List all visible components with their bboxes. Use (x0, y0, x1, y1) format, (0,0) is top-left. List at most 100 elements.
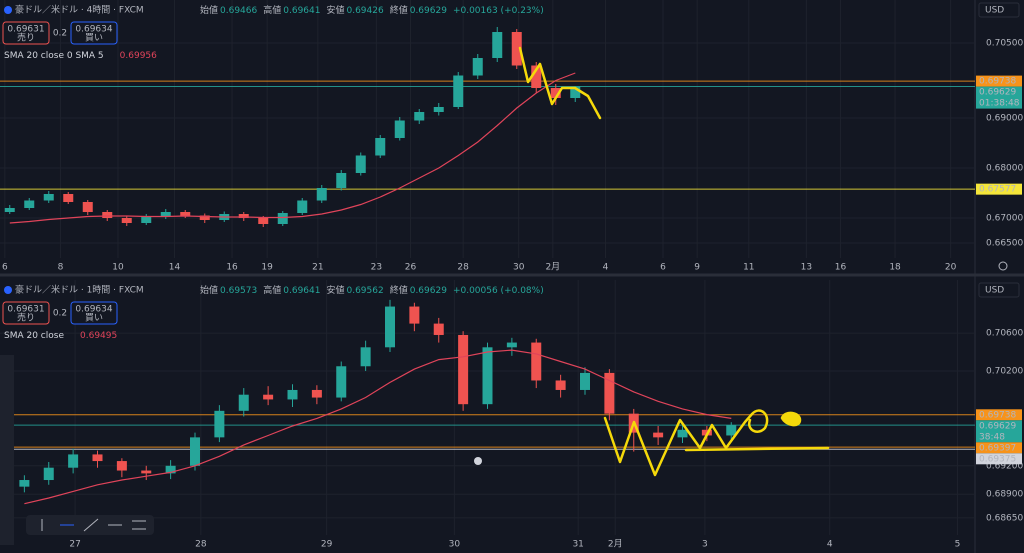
quote-value: 0.69641 (283, 6, 320, 16)
x-tick-label: 4 (603, 263, 609, 273)
currency: USD (985, 286, 1004, 296)
y-tick-label: 0.69000 (986, 114, 1023, 124)
x-tick-label: 2月 (545, 262, 560, 273)
candle-body (458, 334, 469, 405)
candle-body (311, 389, 322, 398)
quote-value: 0.69641 (283, 286, 320, 296)
toolbar-side[interactable] (0, 355, 14, 545)
y-tick-label: 0.70200 (986, 367, 1023, 377)
candle-body (394, 120, 405, 138)
candle-body (550, 88, 561, 98)
drawing (518, 46, 602, 120)
candle-body (190, 437, 200, 466)
quote-label: 高値 (263, 4, 281, 16)
y-tick-label: 0.66500 (986, 239, 1023, 249)
quote-change: +0.00163 (+0.23%) (453, 6, 544, 16)
candle-body (92, 454, 103, 462)
currency-box[interactable] (978, 282, 1020, 298)
quote-value: 0.69426 (346, 6, 383, 16)
price-label-box (976, 86, 1022, 109)
quote: 始値 0.69466 高値 0.69641 安値 0.69426 終値 0.69629 +0.0… (200, 4, 544, 16)
event-icon[interactable] (474, 457, 482, 465)
y-tick-label: 0.68650 (986, 513, 1023, 523)
tool-icon[interactable] (83, 518, 99, 532)
candle-body (4, 208, 15, 212)
x-tick-label: 5 (955, 540, 961, 550)
candle-body (277, 213, 288, 224)
candle-body (570, 86, 581, 98)
quote-value: 0.69573 (220, 286, 257, 296)
candle-body (653, 432, 664, 438)
x-tick-label: 9 (694, 263, 700, 273)
sma-line (9, 72, 576, 224)
candle-body (102, 212, 113, 218)
candle-body (336, 173, 347, 188)
chart-title: 豪ドル／米ドル · 1時間 · FXCM (15, 284, 144, 296)
candle-body (263, 394, 274, 400)
sell-price: 0.69631 (7, 305, 44, 315)
currency-box[interactable] (978, 2, 1020, 18)
quote-label: 始値 (200, 284, 218, 296)
candle-body (433, 107, 444, 112)
x-tick-label: 29 (321, 540, 333, 550)
candle-body (433, 323, 444, 335)
sell-label: 売り (17, 32, 35, 44)
quote-value: 0.69466 (220, 6, 257, 16)
x-tick-label: 13 (801, 263, 812, 273)
symbol-icon (4, 286, 12, 294)
price-timer: 38:48 (979, 432, 1005, 442)
candle-body (238, 214, 249, 218)
candle-body (409, 306, 420, 324)
buy-label: 買い (85, 33, 103, 44)
symbol-icon (4, 6, 12, 14)
buy-price: 0.69634 (75, 25, 112, 35)
x-tick-label: 30 (513, 263, 525, 273)
candle-body (141, 470, 152, 474)
sell-price: 0.69631 (7, 25, 44, 35)
candle-body (531, 65, 542, 88)
candle-body (580, 372, 590, 390)
candle-body (82, 202, 93, 212)
quote: 始値 0.69573 高値 0.69641 安値 0.69562 終値 0.69629 +0.0… (200, 284, 544, 296)
candle-body (116, 461, 127, 471)
toolbar-bottom[interactable] (26, 515, 154, 535)
candle-body (19, 480, 30, 487)
buy-button[interactable] (70, 301, 118, 325)
sma-line (24, 349, 732, 505)
x-tick-label: 8 (58, 263, 64, 273)
candle-body (165, 465, 176, 474)
drawing (780, 411, 802, 427)
quote-value: 0.69629 (410, 6, 447, 16)
chart-title: 豪ドル／米ドル · 4時間 · FXCM (15, 4, 144, 16)
price-label: 0.69375 (979, 454, 1016, 464)
x-tick-label: 23 (371, 263, 382, 273)
candle-body (385, 306, 395, 348)
price-label: 0.69629 (979, 421, 1016, 431)
y-tick-label: 0.68900 (986, 490, 1023, 500)
y-tick-label: 0.70500 (986, 39, 1023, 49)
x-tick-label: 2月 (608, 539, 623, 550)
x-tick-label: 28 (457, 263, 469, 273)
candle-body (287, 389, 298, 400)
settings-icon[interactable] (998, 261, 1008, 271)
buy-button[interactable] (70, 21, 118, 45)
candle-body (141, 217, 152, 223)
indicator-legend: SMA 20 close 0 SMA 5 0.69956 (4, 51, 157, 61)
y-tick-label: 0.70600 (986, 329, 1023, 339)
x-tick-label: 20 (945, 263, 957, 273)
sell-button[interactable] (2, 301, 50, 325)
candle-body (355, 155, 366, 173)
quote-label: 高値 (263, 284, 281, 296)
price-label-box (976, 183, 1022, 195)
candle-body (121, 218, 132, 223)
price-label: 0.69629 (979, 88, 1016, 98)
x-tick-label: 11 (743, 263, 754, 273)
candle-body (492, 32, 503, 58)
candle-body (63, 194, 74, 202)
price-label: 0.69738 (979, 77, 1016, 87)
spread: 0.2 (53, 29, 67, 39)
sell-button[interactable] (2, 21, 50, 45)
x-tick-label: 4 (827, 540, 833, 550)
candle-body (414, 112, 425, 121)
candle-body (604, 372, 615, 414)
